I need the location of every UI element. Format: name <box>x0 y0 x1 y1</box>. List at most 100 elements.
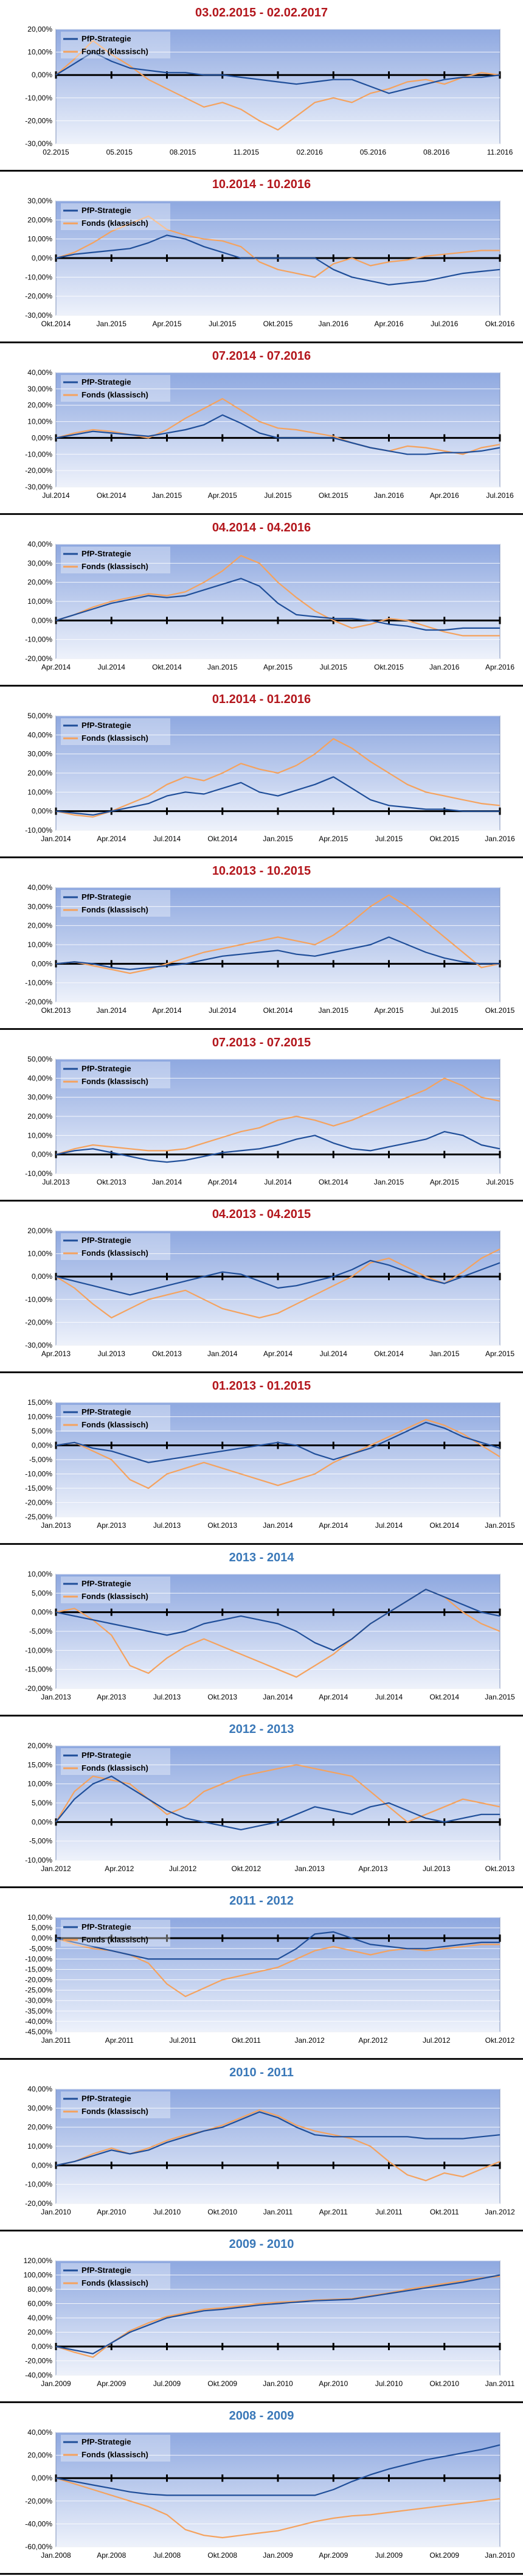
legend-label-fund: Fonds (klassisch) <box>81 2278 148 2287</box>
legend-label-strategy: PfP-Strategie <box>81 1922 131 1931</box>
x-tick-label: Jan.2014 <box>207 1349 238 1358</box>
legend-label-strategy: PfP-Strategie <box>81 721 131 730</box>
x-tick-label: Apr.2015 <box>152 320 181 328</box>
y-tick-label: 15,00% <box>27 1760 52 1769</box>
x-tick-label: Jan.2015 <box>263 835 293 843</box>
y-tick-label: 0,00% <box>32 2474 52 2482</box>
y-tick-label: -20,00% <box>25 2497 52 2505</box>
legend: PfP-Strategie Fonds (klassisch) <box>61 1405 170 1432</box>
legend-label-fund: Fonds (klassisch) <box>81 1935 148 1944</box>
x-tick-label: Jul.2012 <box>423 2036 451 2045</box>
legend-box <box>61 1920 170 1947</box>
x-tick-label: Jul.2008 <box>153 2551 181 2560</box>
legend-label-strategy: PfP-Strategie <box>81 1064 131 1073</box>
y-tick-label: 20,00% <box>27 1227 52 1235</box>
x-tick-label: Apr.2011 <box>105 2036 134 2045</box>
x-tick-label: Jul.2014 <box>42 491 70 500</box>
chart-panel: 30,00% 20,00% 10,00% 0,00% -10,00% -20,00% -30… <box>0 172 523 343</box>
x-tick-label: Jul.2013 <box>153 1693 181 1701</box>
legend-label-fund: Fonds (klassisch) <box>81 562 148 571</box>
x-tick-label: Jul.2011 <box>169 2036 196 2045</box>
chart-title: 10.2013 - 10.2015 <box>212 864 311 878</box>
x-tick-label: Apr.2010 <box>319 2379 348 2388</box>
x-tick-label: Okt.2010 <box>207 2208 237 2216</box>
x-tick-label: Apr.2014 <box>208 1178 237 1186</box>
series-line-strategy <box>55 2111 500 2166</box>
x-tick-label: 02.2015 <box>43 148 69 156</box>
legend: PfP-Strategie Fonds (klassisch) <box>61 1062 170 1088</box>
y-tick-label: 40,00% <box>27 1074 52 1082</box>
x-tick-label: Apr.2015 <box>374 1006 403 1015</box>
x-tick-label: Okt.2012 <box>232 1864 262 1873</box>
x-tick-label: Okt.2009 <box>207 2379 237 2388</box>
chart-panel: 20,00% 10,00% 0,00% -10,00% -20,00% -30,00% Ap… <box>0 1202 523 1373</box>
x-tick-label: Jan.2010 <box>41 2208 71 2216</box>
x-tick-label: Jan.2012 <box>41 1864 71 1873</box>
legend-box <box>61 718 170 745</box>
x-tick-label: Okt.2013 <box>207 1521 237 1530</box>
series-line-strategy <box>55 936 500 970</box>
legend-label-strategy: PfP-Strategie <box>81 377 131 387</box>
y-tick-label: 50,00% <box>27 712 52 720</box>
y-tick-label: 5,00% <box>32 1923 52 1932</box>
chart-panel: 40,00% 30,00% 20,00% 10,00% 0,00% -10,00% -20,… <box>0 858 523 1030</box>
series-line-fund <box>55 738 500 818</box>
chart-panel: 20,00% 15,00% 10,00% 5,00% 0,00% -5,00% -10,00… <box>0 1717 523 1888</box>
y-tick-label: 50,00% <box>27 1055 52 1063</box>
y-tick-label: -40,00% <box>25 2017 52 2026</box>
y-tick-label: 30,00% <box>27 750 52 758</box>
x-tick-label: Jan.2014 <box>41 835 71 843</box>
x-tick-label: Okt.2013 <box>152 1349 182 1358</box>
y-tick-label: 10,00% <box>27 1913 52 1922</box>
y-tick-label: 10,00% <box>27 235 52 243</box>
panel-divider <box>0 685 523 687</box>
x-tick-label: Jan.2009 <box>41 2379 71 2388</box>
y-tick-label: 120,00% <box>24 2256 53 2265</box>
y-tick-label: 80,00% <box>27 2285 52 2294</box>
x-tick-label: Apr.2012 <box>105 1864 134 1873</box>
y-tick-label: 40,00% <box>27 730 52 739</box>
panel-divider <box>0 2230 523 2231</box>
x-tick-label: Apr.2015 <box>485 1349 514 1358</box>
chart-title: 07.2013 - 07.2015 <box>212 1036 311 1049</box>
series-line-fund <box>55 1419 500 1489</box>
x-tick-label: Okt.2016 <box>485 320 515 328</box>
legend-label-fund: Fonds (klassisch) <box>81 2107 148 2116</box>
legend: PfP-Strategie Fonds (klassisch) <box>61 1577 170 1603</box>
y-tick-label: 10,00% <box>27 1413 52 1421</box>
series-line-strategy <box>55 1131 500 1163</box>
series-line-strategy <box>55 2274 500 2354</box>
legend-label-fund: Fonds (klassisch) <box>81 1077 148 1086</box>
chart-title: 10.2014 - 10.2016 <box>212 178 311 191</box>
y-tick-label: 30,00% <box>27 2104 52 2112</box>
y-tick-label: 20,00% <box>27 25 52 33</box>
x-tick-label: Jan.2013 <box>41 1693 71 1701</box>
y-tick-label: 40,00% <box>27 368 52 377</box>
y-tick-label: 10,00% <box>27 940 52 949</box>
legend-label-strategy: PfP-Strategie <box>81 34 131 43</box>
x-tick-label: 05.2016 <box>360 148 387 156</box>
x-tick-label: Jan.2015 <box>152 491 182 500</box>
x-tick-label: Apr.2008 <box>97 2551 126 2560</box>
series-line-strategy <box>55 1931 500 1960</box>
series-line-strategy <box>55 51 500 94</box>
y-tick-label: 10,00% <box>27 788 52 796</box>
chart-title: 01.2013 - 01.2015 <box>212 1379 311 1393</box>
y-tick-label: -20,00% <box>25 998 52 1006</box>
y-tick-label: 30,00% <box>27 197 52 205</box>
legend-label-fund: Fonds (klassisch) <box>81 1592 148 1601</box>
y-tick-label: 30,00% <box>27 559 52 567</box>
y-tick-label: 20,00% <box>27 215 52 224</box>
legend-label-fund: Fonds (klassisch) <box>81 1763 148 1773</box>
y-tick-label: 100,00% <box>24 2271 53 2280</box>
y-tick-label: 5,00% <box>32 1589 52 1597</box>
legend: PfP-Strategie Fonds (klassisch) <box>61 890 170 917</box>
legend-label-strategy: PfP-Strategie <box>81 1407 131 1416</box>
x-tick-label: Okt.2014 <box>319 1178 348 1186</box>
series-line-fund <box>55 1077 500 1155</box>
y-tick-label: -10,00% <box>25 450 52 458</box>
chart-panel: 50,00% 40,00% 30,00% 20,00% 10,00% 0,00% -10,0… <box>0 687 523 858</box>
legend: PfP-Strategie Fonds (klassisch) <box>61 2263 170 2290</box>
legend-box <box>61 890 170 917</box>
